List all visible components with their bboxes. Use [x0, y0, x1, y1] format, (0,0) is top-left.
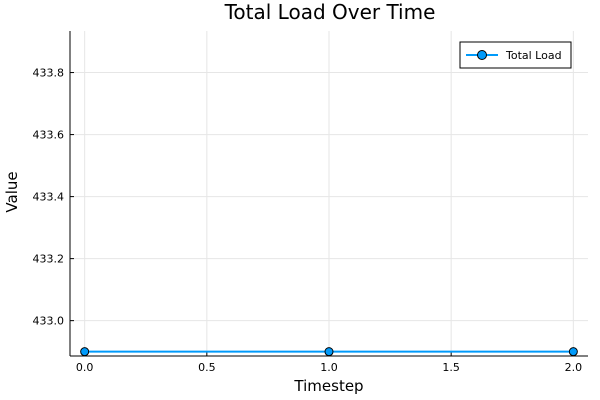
legend: Total Load — [459, 41, 572, 69]
x-tick-label: 2.0 — [565, 361, 583, 374]
x-tick-label: 1.5 — [442, 361, 460, 374]
x-tick-label: 0.5 — [198, 361, 216, 374]
y-axis-label: Value — [3, 171, 21, 212]
y-tick-label: 433.0 — [33, 315, 65, 328]
x-tick-label: 1.0 — [320, 361, 338, 374]
data-point — [568, 347, 578, 357]
y-tick-label: 433.2 — [33, 253, 65, 266]
x-tick-label: 0.0 — [76, 361, 94, 374]
series-layer — [80, 347, 578, 357]
x-axis-label: Timestep — [293, 377, 363, 395]
grid — [70, 31, 588, 356]
y-tick-label: 433.6 — [33, 129, 65, 142]
chart-title: Total Load Over Time — [224, 0, 436, 24]
data-point — [324, 347, 334, 357]
legend-label: Total Load — [505, 49, 562, 62]
y-tick-label: 433.8 — [33, 67, 65, 80]
legend-marker — [477, 50, 487, 60]
y-tick-label: 433.4 — [33, 191, 65, 204]
data-point — [80, 347, 90, 357]
tick-labels: 0.0 0.5 1.0 1.5 2.0 433.0 433.2 433.4 433.6 433.8 — [33, 67, 583, 374]
